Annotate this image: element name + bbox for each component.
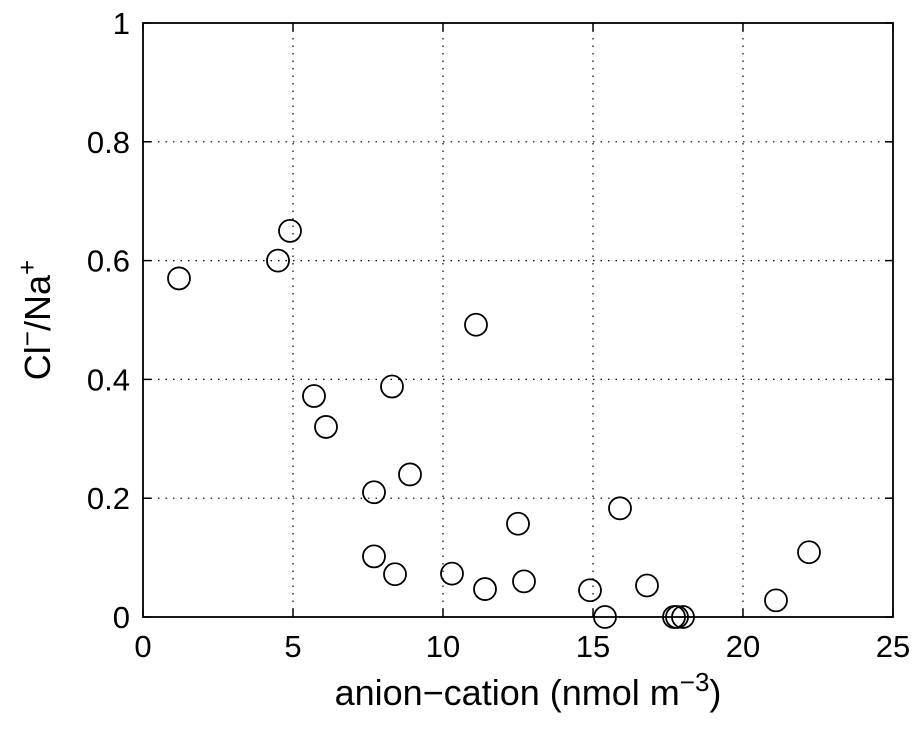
y-tick-label: 1	[113, 6, 130, 41]
data-point	[506, 511, 530, 536]
y-tick-label: 0.2	[87, 481, 130, 516]
grid-lines	[143, 23, 893, 617]
data-point	[608, 496, 632, 521]
y-axis-title-plus: +	[12, 260, 42, 275]
x-tick-label: 10	[426, 629, 460, 664]
data-point	[314, 415, 338, 439]
y-axis-title-cl: Cl	[17, 346, 58, 380]
data-point	[797, 540, 821, 565]
data-point	[383, 562, 407, 587]
data-point	[635, 573, 659, 598]
x-axis-title-end: )	[709, 672, 721, 713]
data-points	[167, 218, 821, 629]
x-tick-label: 20	[726, 629, 760, 664]
data-point	[302, 384, 326, 408]
data-point	[398, 462, 422, 487]
x-tick-label: 25	[876, 629, 910, 664]
axis-ticks	[142, 22, 894, 618]
y-tick-label: 0.4	[87, 362, 130, 397]
data-point	[764, 588, 788, 613]
data-point	[167, 266, 191, 291]
y-axis-title: Cl−/Na+	[12, 260, 58, 380]
data-point	[512, 569, 536, 594]
y-axis-title-na: /Na	[17, 274, 58, 331]
y-tick-labels: 0 0.2 0.4 0.6 0.8 1	[87, 6, 130, 635]
plot-frame	[142, 22, 894, 618]
y-axis-title-minus: −	[12, 331, 42, 346]
data-point	[440, 561, 464, 586]
x-axis-title-superscript: −3	[680, 667, 710, 697]
data-point	[278, 218, 302, 243]
x-axis-title-main: anion−cation (nmol m	[335, 672, 680, 713]
x-axis-title: anion−cation (nmol m−3)	[335, 667, 722, 713]
data-point	[362, 480, 386, 505]
x-tick-label: 15	[576, 629, 610, 664]
x-tick-label: 0	[134, 629, 151, 664]
x-tick-label: 5	[284, 629, 301, 664]
x-tick-labels: 0 5 10 15 20 25	[134, 629, 910, 664]
data-point	[464, 312, 488, 337]
y-tick-label: 0	[113, 600, 130, 635]
data-point	[266, 248, 290, 273]
y-tick-label: 0.8	[87, 125, 130, 160]
data-point	[380, 374, 404, 399]
data-point	[578, 578, 602, 603]
y-tick-label: 0.6	[87, 244, 130, 279]
data-point	[362, 544, 386, 569]
data-point	[473, 577, 497, 601]
